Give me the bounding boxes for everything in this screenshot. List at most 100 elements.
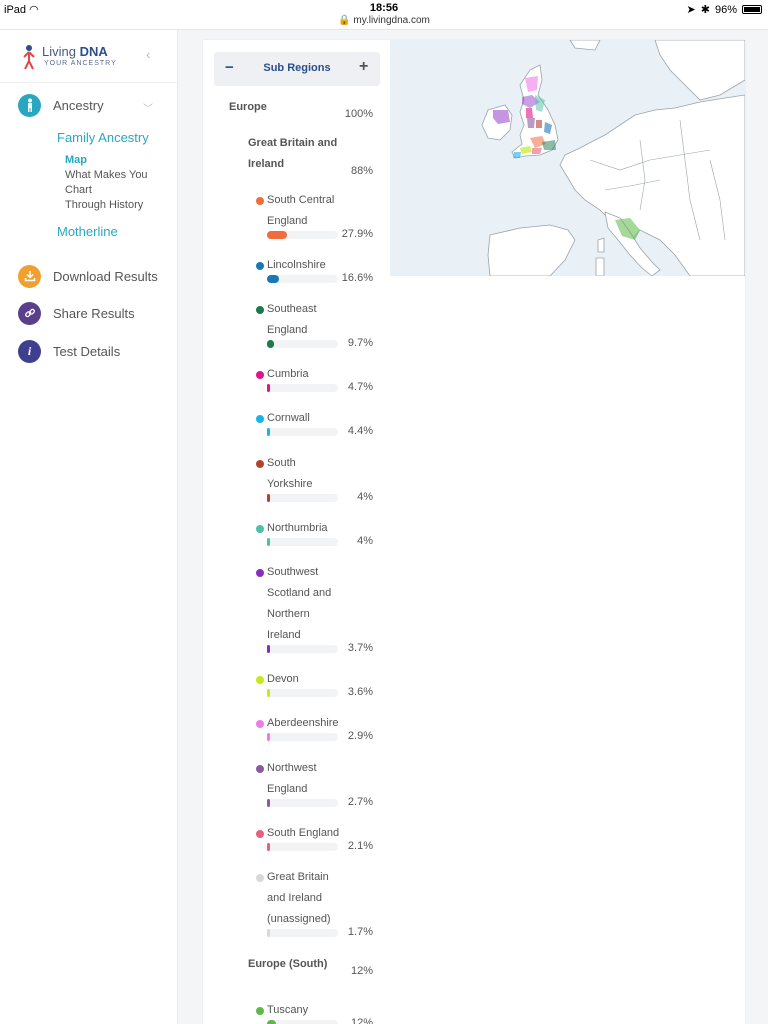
- subregion-9-pct: 2.9%: [347, 730, 373, 742]
- nav-ancestry-label: Ancestry: [53, 97, 104, 113]
- subregion-4-name-line: Cornwall: [267, 412, 310, 424]
- subregion-12-pct: 1.7%: [347, 926, 373, 938]
- subregion-0-color-dot: [256, 197, 264, 205]
- subregion-11-name: South England: [267, 823, 339, 844]
- ancestry-panel: − Sub Regions +: [203, 40, 745, 1024]
- subregion-12-color-dot: [256, 874, 264, 882]
- region-europe-south: Europe (South): [248, 958, 328, 970]
- subregion-13-name-line: Tuscany: [267, 1004, 309, 1016]
- nav-motherline[interactable]: Motherline: [57, 224, 118, 239]
- subregion-9-bar: [267, 733, 338, 741]
- subregion-12-name-line: Great Britain: [267, 871, 329, 883]
- subregion-4-pct: 4.4%: [347, 425, 373, 437]
- subregion-0-name: South Central England: [267, 190, 334, 232]
- region-europe-south-pct: 12%: [350, 965, 373, 977]
- logo-figure-icon: [23, 45, 35, 70]
- subregion-12-bar-fill: [267, 929, 270, 937]
- address-bar[interactable]: 🔒 my.livingdna.com: [0, 15, 768, 26]
- subregion-13-bar: [267, 1020, 338, 1024]
- subregion-6-bar-fill: [267, 538, 270, 546]
- subregion-13-color-dot: [256, 1007, 264, 1015]
- ancestry-map[interactable]: [390, 40, 745, 276]
- subregion-5-name-line: South: [267, 457, 296, 469]
- info-icon: i: [18, 339, 41, 363]
- subregion-11-pct: 2.1%: [347, 840, 373, 852]
- subregion-13-bar-fill: [267, 1020, 276, 1024]
- subregion-1-pct: 16.6%: [341, 272, 373, 284]
- status-bar: iPad ◠ 18:56 🔒 my.livingdna.com ➤ ✱ 96%: [0, 0, 768, 30]
- brand-name-part2: DNA: [79, 44, 108, 59]
- nav-share-label: Share Results: [53, 305, 135, 321]
- subregion-9-name: Aberdeenshire: [267, 713, 339, 734]
- subregion-4-bar: [267, 428, 338, 436]
- nav-share-results[interactable]: Share Results: [18, 301, 135, 325]
- subregion-5-name-line: Yorkshire: [267, 478, 313, 490]
- subregion-4-name: Cornwall: [267, 408, 310, 429]
- subregion-6-bar: [267, 538, 338, 546]
- clock: 18:56: [369, 2, 399, 14]
- subregion-3-pct: 4.7%: [347, 381, 373, 393]
- subregion-0-bar: [267, 231, 338, 239]
- subregion-7-pct: 3.7%: [347, 642, 373, 654]
- location-icon: ➤: [686, 4, 696, 16]
- collapse-sidebar-icon[interactable]: ‹: [146, 46, 151, 62]
- nav-what-makes-you[interactable]: What Makes You: [65, 169, 148, 181]
- region-europe-pct: 100%: [344, 108, 373, 120]
- expand-regions-button[interactable]: +: [359, 58, 369, 75]
- subregion-8-bar-fill: [267, 689, 270, 697]
- subregion-13-pct: 12%: [350, 1017, 373, 1024]
- nav-download-results[interactable]: Download Results: [18, 264, 158, 288]
- subregion-2-pct: 9.7%: [347, 337, 373, 349]
- region-great-britain-line2: Ireland: [248, 158, 285, 170]
- region-great-britain-pct: 88%: [350, 165, 373, 177]
- subregion-1-bar-fill: [267, 275, 279, 283]
- subregion-8-name: Devon: [267, 669, 299, 690]
- sub-regions-toggle[interactable]: − Sub Regions +: [214, 52, 380, 86]
- subregion-4-color-dot: [256, 415, 264, 423]
- subregion-0-name-line: England: [267, 215, 308, 227]
- subregion-1-name: Lincolnshire: [267, 255, 326, 276]
- subregion-8-color-dot: [256, 676, 264, 684]
- nav-through-history[interactable]: Through History: [65, 199, 144, 211]
- nav-test-details[interactable]: i Test Details: [18, 339, 120, 363]
- collapse-regions-button[interactable]: −: [225, 59, 234, 76]
- subregion-8-pct: 3.6%: [347, 686, 373, 698]
- subregion-11-name-line: South England: [267, 827, 340, 839]
- subregion-2-bar-fill: [267, 340, 274, 348]
- nav-family-ancestry[interactable]: Family Ancestry: [57, 130, 149, 145]
- subregion-3-name: Cumbria: [267, 364, 309, 385]
- subregion-10-name-line: England: [267, 783, 308, 795]
- battery-percent: 96%: [714, 3, 737, 16]
- subregion-4-bar-fill: [267, 428, 271, 436]
- brand-name: Living DNA: [42, 44, 108, 59]
- subregion-7-bar-fill: [267, 645, 270, 653]
- subregion-3-bar-fill: [267, 384, 271, 392]
- europe-map[interactable]: [390, 40, 745, 276]
- chevron-down-icon[interactable]: ﹀: [143, 104, 153, 115]
- subregion-10-bar: [267, 799, 338, 807]
- link-icon: [18, 301, 41, 325]
- subregion-11-color-dot: [256, 830, 264, 838]
- subregion-2-bar: [267, 340, 338, 348]
- subregion-12-name-line: and Ireland: [267, 892, 323, 904]
- device-label: iPad ◠: [4, 3, 39, 16]
- sidebar: Living DNA YOUR ANCESTRY ‹ Ancestry ﹀ Fa…: [0, 30, 178, 1024]
- subregion-3-name-line: Cumbria: [267, 368, 309, 380]
- subregion-2-name-line: England: [267, 324, 308, 336]
- subregion-10-pct: 2.7%: [347, 796, 373, 808]
- subregion-12-name-line: (unassigned): [267, 913, 331, 925]
- subregion-9-bar-fill: [267, 733, 270, 741]
- nav-chart[interactable]: Chart: [65, 184, 92, 196]
- nav-map[interactable]: Map: [65, 154, 87, 166]
- nav-ancestry[interactable]: Ancestry: [18, 93, 104, 117]
- sidebar-divider: [0, 82, 178, 83]
- subregion-10-bar-fill: [267, 799, 270, 807]
- subregion-5-bar-fill: [267, 494, 270, 502]
- subregion-13-name: Tuscany: [267, 1000, 308, 1021]
- subregion-11-bar: [267, 843, 338, 851]
- subregion-1-bar: [267, 275, 338, 283]
- subregion-5-name: South Yorkshire: [267, 453, 312, 495]
- subregion-8-name-line: Devon: [267, 673, 299, 685]
- subregion-2-name-line: Southeast: [267, 303, 317, 315]
- wifi-icon: ◠: [29, 4, 39, 16]
